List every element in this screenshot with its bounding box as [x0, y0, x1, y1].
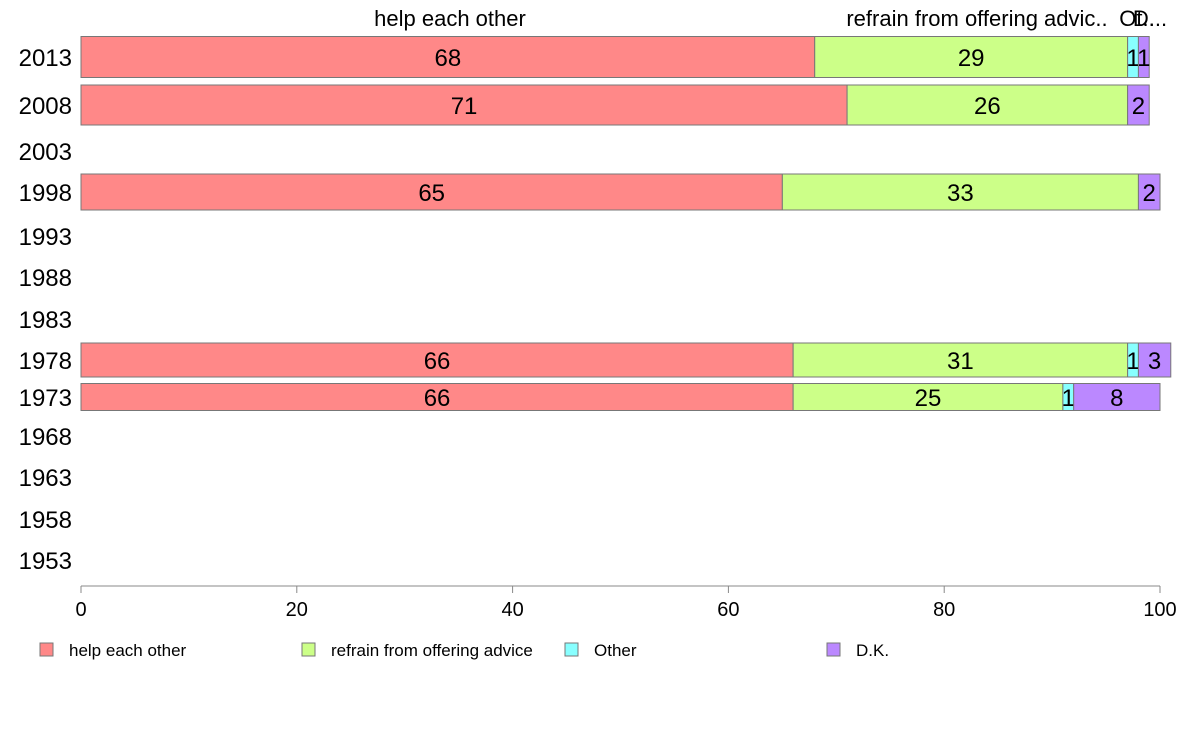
year-label: 1988: [19, 265, 72, 292]
top-series-label: refrain from offering advic..: [846, 6, 1107, 31]
data-label: 1: [1137, 45, 1150, 72]
top-series-label: D...: [1133, 6, 1167, 31]
legend-swatch: [301, 642, 316, 657]
x-tick-label: 20: [286, 599, 308, 621]
data-label: 25: [915, 385, 942, 412]
x-tick-label: 60: [717, 599, 739, 621]
legend-swatch: [826, 642, 841, 657]
bar-segment: [781, 173, 1139, 211]
year-label: 1973: [19, 385, 72, 412]
x-tick-label: 40: [501, 599, 523, 621]
data-label: 71: [451, 93, 478, 120]
bar-segment: [80, 383, 794, 411]
data-label: 31: [947, 348, 974, 375]
data-label: 8: [1110, 385, 1123, 412]
year-label: 2008: [19, 93, 72, 120]
bar-segment: [814, 36, 1129, 78]
year-label: 1993: [19, 224, 72, 251]
year-label: 1963: [19, 465, 72, 492]
bar-segment: [80, 342, 794, 378]
year-label: 2013: [19, 45, 72, 72]
year-label: 1998: [19, 180, 72, 207]
data-label: 1: [1062, 385, 1075, 412]
year-label: 1978: [19, 348, 72, 375]
x-tick-label: 0: [75, 599, 86, 621]
data-label: 33: [947, 180, 974, 207]
top-series-label: help each other: [374, 6, 526, 31]
year-label: 1983: [19, 307, 72, 334]
bar-segment: [792, 342, 1129, 378]
top-series-label: Ot..: [1119, 6, 1154, 31]
year-label: 1953: [19, 548, 72, 575]
bar-segment: [1073, 383, 1161, 411]
bar-segment: [1137, 36, 1150, 78]
x-tick-label: 80: [933, 599, 955, 621]
year-label: 1958: [19, 507, 72, 534]
data-label: 68: [435, 45, 462, 72]
bar-segment: [1137, 173, 1161, 211]
data-label: 65: [418, 180, 445, 207]
year-label: 2003: [19, 139, 72, 166]
year-label: 1968: [19, 424, 72, 451]
data-label: 2: [1143, 180, 1156, 207]
bar-segment: [1127, 84, 1150, 126]
legend-label: help each other: [69, 641, 187, 660]
bar-segment: [80, 173, 783, 211]
bar-segment: [792, 383, 1064, 411]
data-label: 66: [424, 348, 451, 375]
legend-swatch: [39, 642, 54, 657]
legend-label: D.K.: [856, 641, 889, 660]
legend-label: refrain from offering advice: [331, 641, 533, 660]
data-label: 26: [974, 93, 1001, 120]
bar-segment: [80, 36, 816, 78]
data-label: 29: [958, 45, 985, 72]
bar-segment: [1137, 342, 1172, 378]
data-label: 1: [1126, 45, 1139, 72]
legend-label: Other: [594, 641, 637, 660]
data-label: 2: [1132, 93, 1145, 120]
legend-swatch: [564, 642, 579, 657]
data-label: 66: [424, 385, 451, 412]
data-label: 3: [1148, 348, 1161, 375]
data-label: 1: [1126, 348, 1139, 375]
x-tick-label: 100: [1143, 599, 1176, 621]
